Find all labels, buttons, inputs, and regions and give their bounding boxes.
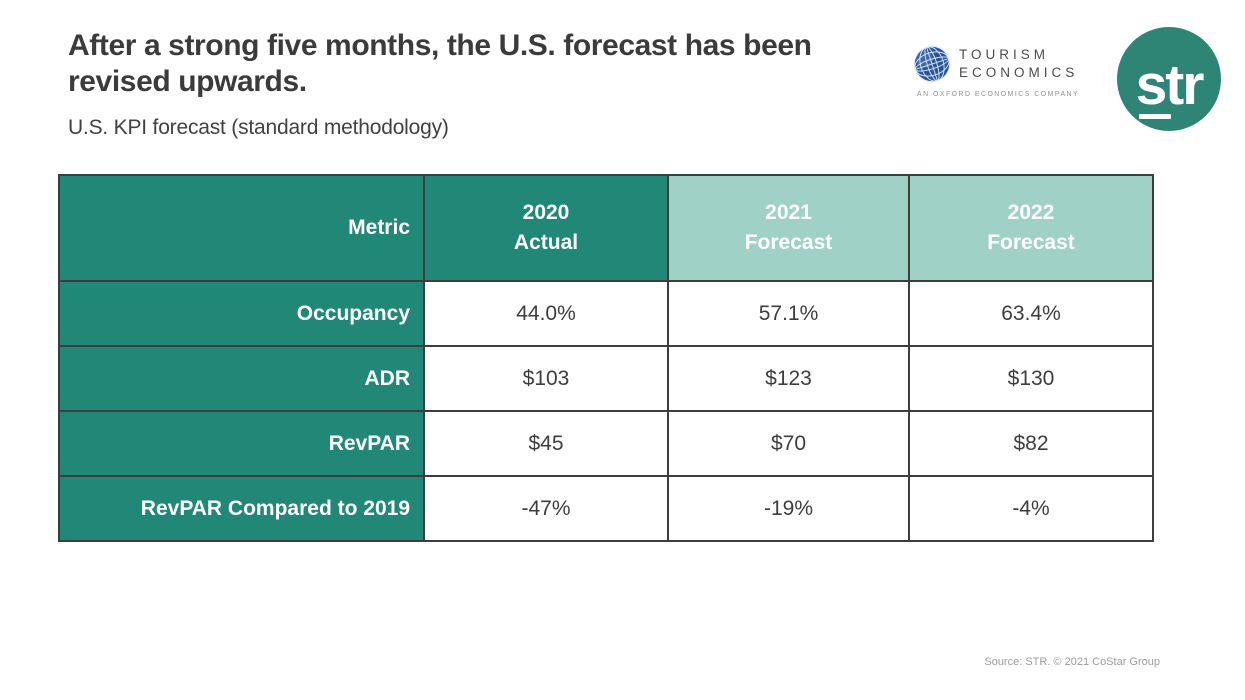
tourism-economics-logo-top: TOURISM ECONOMICS [913, 42, 1074, 86]
cell-revpar-vs-2019-2021: -19% [667, 475, 910, 542]
cell-adr-2021: $123 [667, 345, 910, 412]
globe-icon [913, 45, 951, 83]
column-header-kind: Forecast [987, 231, 1075, 254]
kpi-table: Metric 2020 Actual 2021 Forecast 2022 Forec… [58, 174, 1154, 542]
column-header-kind: Forecast [744, 231, 833, 254]
cell-adr-2022: $130 [908, 345, 1154, 412]
table-row-revpar: RevPAR $45 $70 $82 [58, 410, 1154, 477]
column-header-2022-forecast: 2022 Forecast [908, 174, 1154, 282]
column-header-year: 2021 [765, 201, 812, 224]
source-note: Source: STR. © 2021 CoStar Group [984, 656, 1160, 668]
table-row-occupancy: Occupancy 44.0% 57.1% 63.4% [58, 280, 1154, 347]
column-header-2021-forecast: 2021 Forecast [667, 174, 910, 282]
page-title-line1: After a strong five months, the U.S. for… [68, 29, 812, 62]
tourism-economics-name-line1: TOURISM [959, 47, 1050, 62]
row-label: Occupancy [58, 280, 425, 347]
column-header-2020-actual: 2020 Actual [423, 174, 669, 282]
str-logo-underline [1139, 114, 1171, 119]
cell-revpar-vs-2019-2022: -4% [908, 475, 1154, 542]
str-logo: str [1117, 27, 1221, 131]
tourism-economics-name-line2: ECONOMICS [959, 65, 1079, 80]
column-header-year: 2020 [522, 201, 570, 224]
cell-occupancy-2021: 57.1% [667, 280, 910, 347]
str-logo-text: str [1135, 53, 1205, 117]
cell-revpar-2022: $82 [908, 410, 1154, 477]
table-row-revpar-vs-2019: RevPAR Compared to 2019 -47% -19% -4% [58, 475, 1154, 542]
row-label: ADR [58, 345, 425, 412]
cell-revpar-2020: $45 [423, 410, 669, 477]
cell-occupancy-2022: 63.4% [908, 280, 1154, 347]
page-subtitle: U.S. KPI forecast (standard methodology) [68, 116, 449, 139]
column-header-year: 2022 [1007, 201, 1055, 224]
column-header-metric: Metric [58, 174, 425, 282]
cell-occupancy-2020: 44.0% [423, 280, 669, 347]
table-header-row: Metric 2020 Actual 2021 Forecast 2022 Forec… [58, 174, 1154, 282]
row-label: RevPAR Compared to 2019 [58, 475, 425, 542]
cell-adr-2020: $103 [423, 345, 669, 412]
tourism-economics-tagline: AN OXFORD ECONOMICS COMPANY [917, 91, 1080, 98]
tourism-economics-logo: TOURISM ECONOMICS AN OXFORD ECONOMICS CO… [913, 42, 1080, 98]
cell-revpar-2021: $70 [667, 410, 910, 477]
tourism-economics-wordmark: TOURISM ECONOMICS [959, 46, 1078, 82]
row-label: RevPAR [58, 410, 425, 477]
column-header-kind: Actual [513, 231, 579, 254]
table-row-adr: ADR $103 $123 $130 [58, 345, 1154, 412]
cell-revpar-vs-2019-2020: -47% [423, 475, 669, 542]
page-title-line2: revised upwards. [68, 65, 307, 98]
page-title: After a strong five months, the U.S. for… [68, 28, 928, 100]
